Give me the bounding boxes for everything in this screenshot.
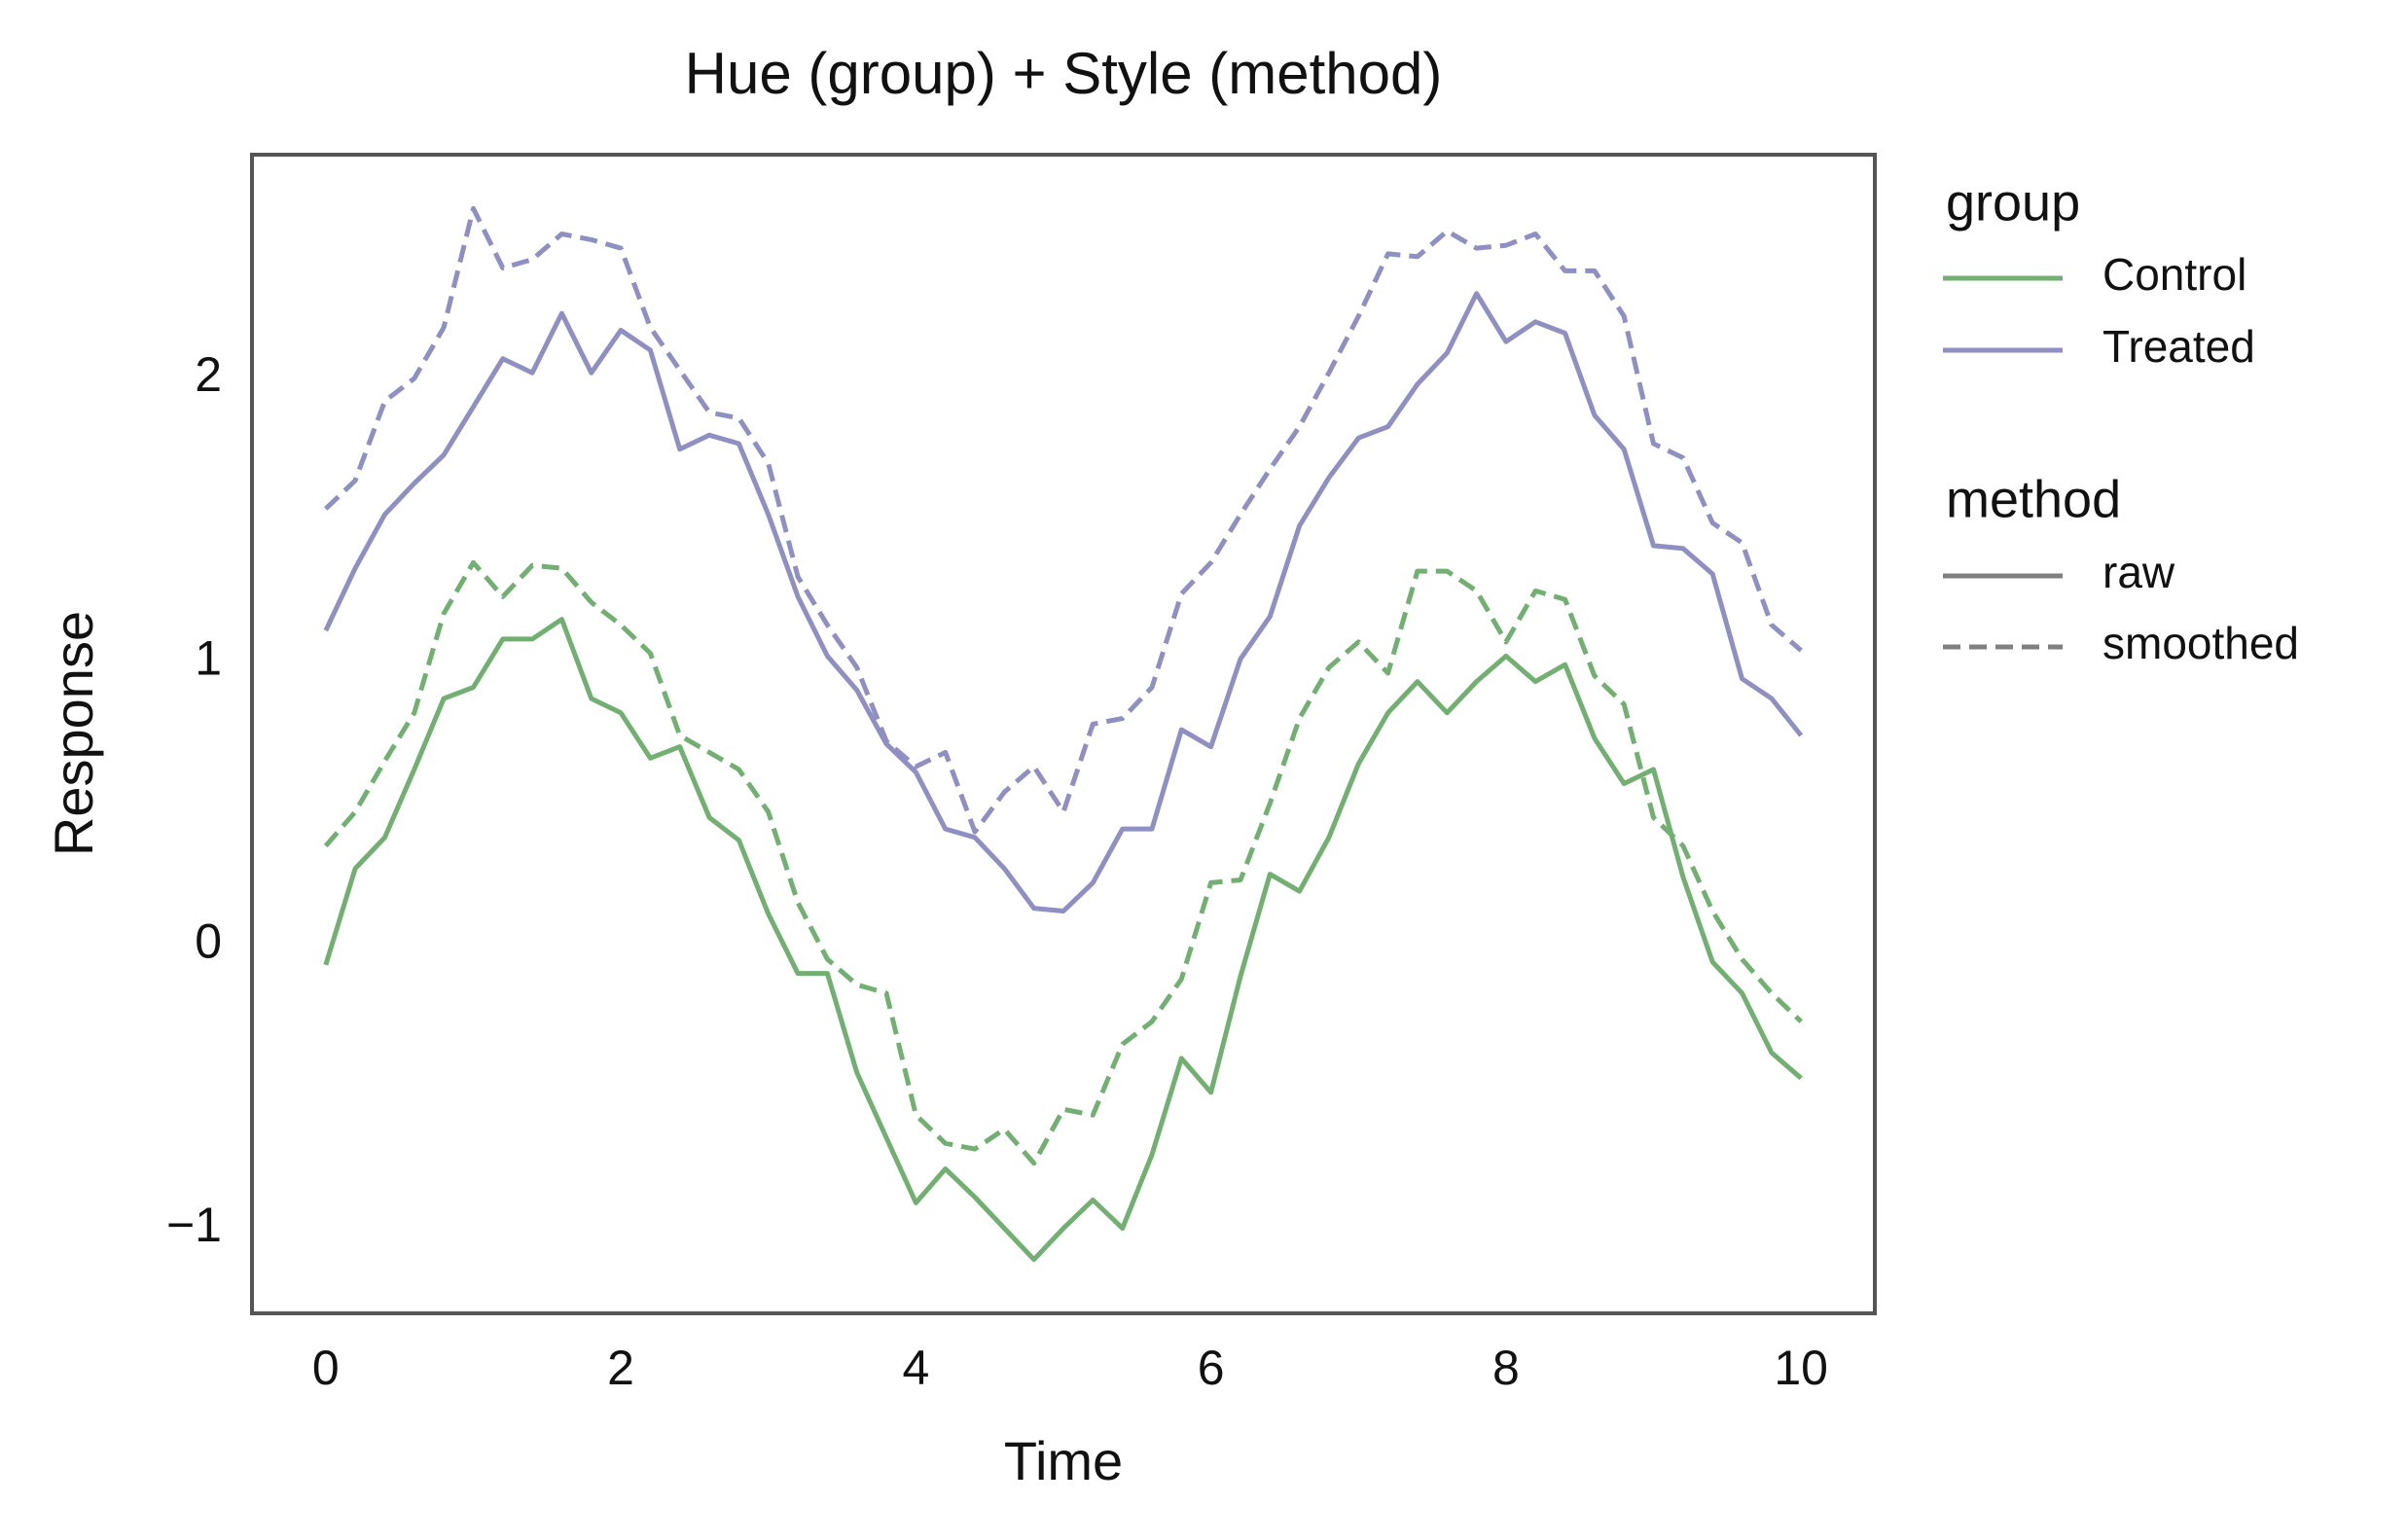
line	[323, 617, 1803, 1263]
y-tick-label: 0	[195, 914, 222, 969]
x-tick-label: 4	[902, 1341, 929, 1395]
legend-title: method	[1946, 470, 2121, 528]
x-tick-label: 2	[607, 1341, 634, 1395]
y-axis-label: Response	[43, 611, 104, 856]
legend-label: raw	[2103, 547, 2175, 597]
x-tick-label: 6	[1198, 1341, 1225, 1395]
line	[323, 559, 1803, 1166]
x-tick-label: 0	[312, 1341, 340, 1395]
y-tick-label: 1	[195, 630, 222, 685]
line	[324, 205, 1803, 835]
legend-label: Treated	[2103, 321, 2255, 372]
y-tick-label: −1	[166, 1198, 222, 1252]
x-tick-label: 10	[1774, 1341, 1828, 1395]
chart-title: Hue (group) + Style (method)	[685, 41, 1443, 106]
x-axis-label: Time	[1004, 1430, 1123, 1491]
line	[323, 291, 1804, 913]
legend-title: group	[1946, 173, 2080, 232]
x-tick-label: 8	[1492, 1341, 1520, 1395]
legend-label: smoothed	[2103, 618, 2299, 668]
plot-frame	[250, 153, 1877, 1315]
legend-label: Control	[2103, 249, 2246, 300]
y-tick-label: 2	[195, 347, 222, 402]
